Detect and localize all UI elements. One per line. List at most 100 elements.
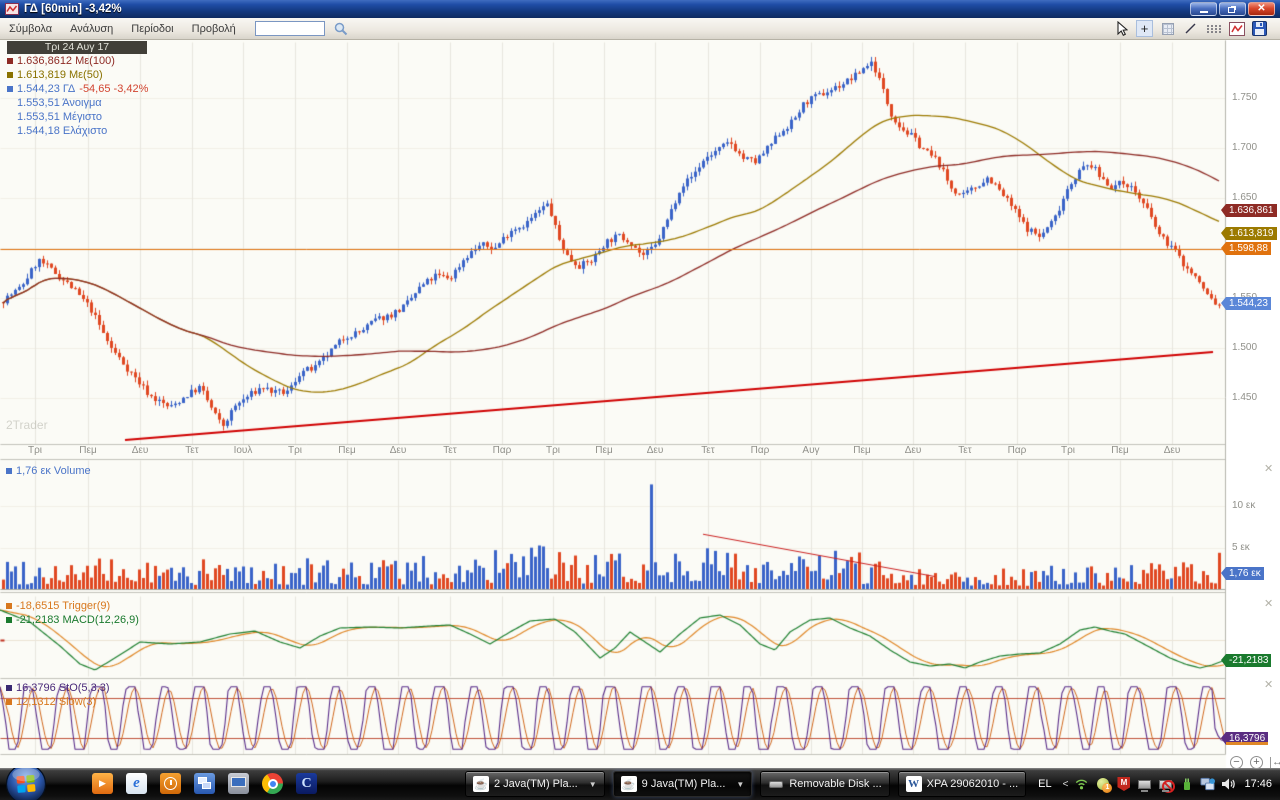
x-axis-label: Δευ [389, 445, 407, 456]
chart-canvas[interactable] [0, 40, 1280, 768]
tray-collapse-icon[interactable]: < [1062, 778, 1069, 790]
menu-periods[interactable]: Περίοδοι [131, 22, 174, 35]
last-price-tag: 1.544,23 [1221, 296, 1271, 310]
taskbar: ▶ e C ☕ 2 Java(TM) Pla... ▼ ☕ 9 Java(TM)… [0, 768, 1280, 800]
volume-value: 1,76 εκ Volume [16, 465, 91, 477]
grid-tool-icon[interactable] [1159, 20, 1176, 37]
wireless-icon[interactable] [1074, 777, 1089, 792]
trendline-tool-icon[interactable] [1182, 20, 1199, 37]
ma50-swatch [7, 72, 13, 78]
zoom-out-icon[interactable]: − [1230, 756, 1243, 769]
y-axis-label: 1.650 [1232, 192, 1258, 203]
x-axis-label: Πεμ [338, 445, 356, 456]
chrome-icon[interactable] [262, 773, 283, 794]
x-axis-label: Πεμ [1111, 445, 1129, 456]
safely-remove-hardware-icon[interactable] [1179, 777, 1194, 792]
watermark: 2Trader [6, 418, 48, 432]
x-axis-label: Ιουλ [233, 445, 253, 456]
windows-cascade-icon[interactable] [194, 773, 215, 794]
clock: 17:46 [1244, 778, 1272, 790]
restore-button[interactable] [1219, 2, 1246, 16]
volume-panel-close-icon[interactable]: ✕ [1264, 463, 1274, 475]
display-icon[interactable] [1137, 777, 1152, 792]
group-dropdown-icon[interactable]: ▼ [588, 779, 597, 789]
high-value: 1.553,51 Μέγιστο [17, 111, 102, 123]
taskbar-button-java-2[interactable]: ☕ 2 Java(TM) Pla... ▼ [465, 771, 605, 797]
stochastic-swatch [6, 685, 12, 691]
dotted-line-tool-icon[interactable] [1205, 20, 1222, 37]
x-axis-label: Τετ [443, 445, 457, 456]
taskbar-button-label: 2 Java(TM) Pla... [494, 778, 578, 790]
display-blocked-icon[interactable] [1158, 777, 1176, 793]
java-icon: ☕ [473, 776, 489, 792]
y-axis-label: 1.450 [1232, 392, 1258, 403]
taskbar-button-java-9[interactable]: ☕ 9 Java(TM) Pla... ▼ [612, 771, 753, 797]
search-icon[interactable] [333, 21, 349, 37]
y-axis-label: 1.500 [1232, 342, 1258, 353]
taskbar-button-label: XPA 29062010 - ... [926, 778, 1019, 790]
ma100-swatch [7, 58, 13, 64]
x-axis-label: Δευ [131, 445, 149, 456]
minimize-button[interactable] [1190, 2, 1217, 16]
volume-tick-5: 5 εκ [1232, 541, 1250, 553]
menu-analysis[interactable]: Ανάλυση [70, 22, 114, 35]
taskbar-button-word-doc[interactable]: W XPA 29062010 - ... [897, 771, 1027, 797]
last-price-swatch [7, 86, 13, 92]
macd-legend: -18,6515 Trigger(9) -21,2183 MACD(12,26,… [6, 599, 139, 627]
x-axis-label: Τρι [545, 445, 561, 456]
symbol-search-input[interactable] [254, 21, 325, 36]
crosshair-tool-icon[interactable]: + [1136, 20, 1153, 37]
x-axis-label: Τρι [287, 445, 303, 456]
quick-launch: ▶ e C [92, 773, 317, 794]
ma50-value: 1.613,819 Με(50) [17, 69, 103, 81]
time-axis: Τρι Πεμ Δευ Τετ Ιουλ Τρι Πεμ Δευ Τετ Παρ Τρι Πεμ Δευ… [0, 445, 1225, 459]
window-title: ΓΔ [60min] -3,42% [24, 3, 122, 15]
x-axis-label: Παρ [492, 445, 512, 456]
volume-tag: 1,76 εκ [1221, 567, 1264, 581]
language-indicator[interactable]: EL [1038, 778, 1052, 790]
ma100-value: 1.636,8612 Με(100) [17, 55, 115, 67]
c-app-icon[interactable]: C [296, 773, 317, 794]
x-axis-label: Αυγ [802, 445, 820, 456]
chart-type-icon[interactable] [1228, 20, 1245, 37]
menu-symbols[interactable]: Σύμβολα [9, 22, 53, 35]
macd-value: -21,2183 MACD(12,26,9) [16, 614, 139, 626]
volume-tick-10: 10 εκ [1232, 500, 1256, 511]
menu-bar: Σύμβολα Ανάλυση Περίοδοι Προβολή + [0, 18, 1280, 40]
x-axis-label: Τετ [958, 445, 972, 456]
show-desktop-icon[interactable] [228, 773, 249, 794]
update-orb-icon[interactable]: 1 [1095, 777, 1113, 793]
horizontal-resize-icon[interactable]: ↔ [1270, 757, 1280, 768]
x-axis-label: Τετ [185, 445, 199, 456]
media-player-icon[interactable]: ▶ [92, 773, 113, 794]
network-icon[interactable] [1200, 777, 1216, 792]
close-button[interactable]: ✕ [1248, 2, 1275, 16]
trigger-value: -18,6515 Trigger(9) [16, 600, 111, 612]
trigger-swatch [6, 603, 12, 609]
x-axis-label: Παρ [1007, 445, 1027, 456]
clock-app-icon[interactable] [160, 773, 181, 794]
internet-explorer-icon[interactable]: e [126, 773, 147, 794]
price-legend: Τρι 24 Αυγ 17 1.636,8612 Με(100) 1.613,8… [7, 41, 148, 138]
mcafee-shield-icon[interactable]: M [1116, 777, 1131, 792]
volume-legend: 1,76 εκ Volume [6, 464, 91, 478]
ma100-price-tag: 1.636,861 [1221, 204, 1277, 218]
taskbar-button-removable-disk[interactable]: Removable Disk ... [760, 771, 890, 797]
cursor-tool-icon[interactable] [1113, 20, 1130, 37]
stochastic-panel-close-icon[interactable]: ✕ [1264, 679, 1274, 691]
zoom-in-icon[interactable]: + [1250, 756, 1263, 769]
volume-swatch [6, 468, 12, 474]
app-icon [5, 2, 20, 16]
group-dropdown-icon[interactable]: ▼ [736, 779, 745, 789]
save-icon[interactable] [1251, 20, 1268, 37]
stochastic-legend: 16,3796 StO(5,3,3) 12,1312 Slow(3) [6, 681, 110, 709]
start-button[interactable] [5, 768, 47, 800]
macd-panel-close-icon[interactable]: ✕ [1264, 598, 1274, 610]
word-icon: W [905, 776, 922, 792]
chart-toolbar: + [1113, 20, 1268, 37]
x-axis-label: Τρι [1060, 445, 1076, 456]
ma50-price-tag: 1.613,819 [1221, 227, 1277, 241]
volume-icon[interactable] [1221, 777, 1236, 792]
menu-view[interactable]: Προβολή [191, 22, 236, 35]
